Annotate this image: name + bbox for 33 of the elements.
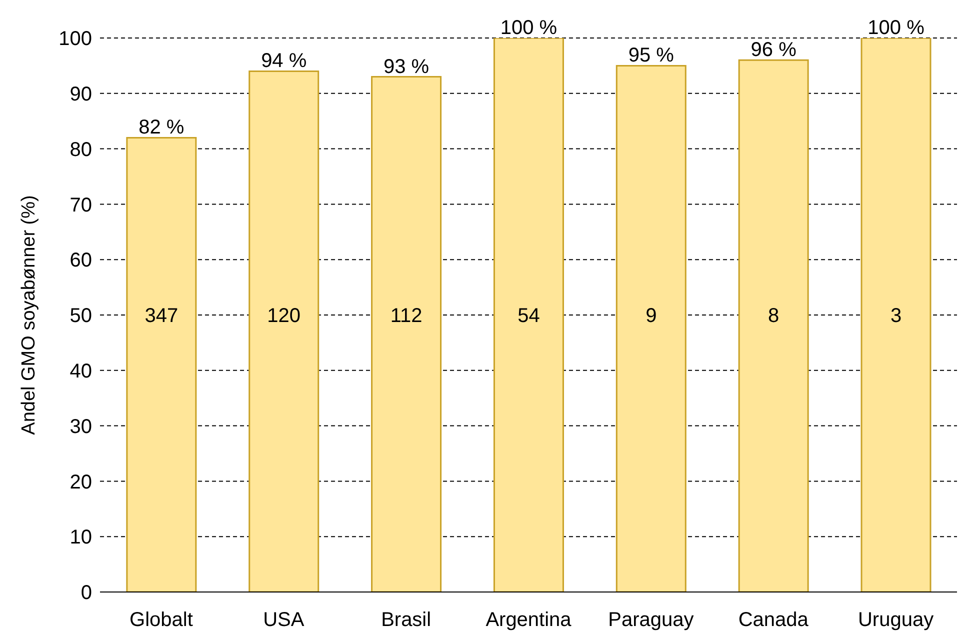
data-label: 93 % — [383, 56, 430, 78]
annotation: 9 — [646, 305, 657, 327]
data-label: 96 % — [750, 39, 797, 62]
data-label: 94 % — [261, 50, 307, 72]
y-tick-label: 30 — [70, 416, 92, 438]
data-label: 100 % — [868, 17, 925, 39]
x-tick-label: USA — [263, 609, 305, 632]
y-tick-label: 70 — [70, 194, 92, 216]
y-tick-label: 60 — [70, 250, 92, 272]
annotation: 112 — [390, 305, 422, 327]
data-label: 95 % — [628, 44, 674, 67]
annotation: 120 — [267, 305, 301, 327]
x-tick-label: Brasil — [381, 609, 432, 632]
y-axis-title: Andel GMO soyabønner (%) — [18, 195, 40, 435]
annotation: 3 — [890, 305, 902, 327]
y-tick-label: 80 — [70, 138, 92, 161]
y-tick-label: 90 — [70, 84, 92, 106]
x-tick-label: Argentina — [486, 609, 572, 632]
y-tick-label: 20 — [70, 471, 92, 494]
annotation: 54 — [518, 305, 540, 327]
x-tick-label: Paraguay — [608, 609, 694, 632]
y-tick-label: 10 — [70, 526, 92, 549]
y-tick-label: 100 — [58, 28, 92, 50]
y-tick-label: 40 — [70, 360, 92, 382]
x-tick-label: Canada — [738, 609, 810, 632]
annotation: 347 — [144, 305, 178, 327]
y-tick-label: 50 — [70, 305, 92, 328]
data-label: 82 % — [138, 116, 184, 139]
x-tick-label: Globalt — [130, 609, 194, 632]
x-tick-label: Uruguay — [858, 609, 934, 632]
annotation: 8 — [768, 305, 780, 327]
data-label: 100 % — [500, 17, 558, 39]
y-tick-label: 0 — [80, 582, 92, 604]
